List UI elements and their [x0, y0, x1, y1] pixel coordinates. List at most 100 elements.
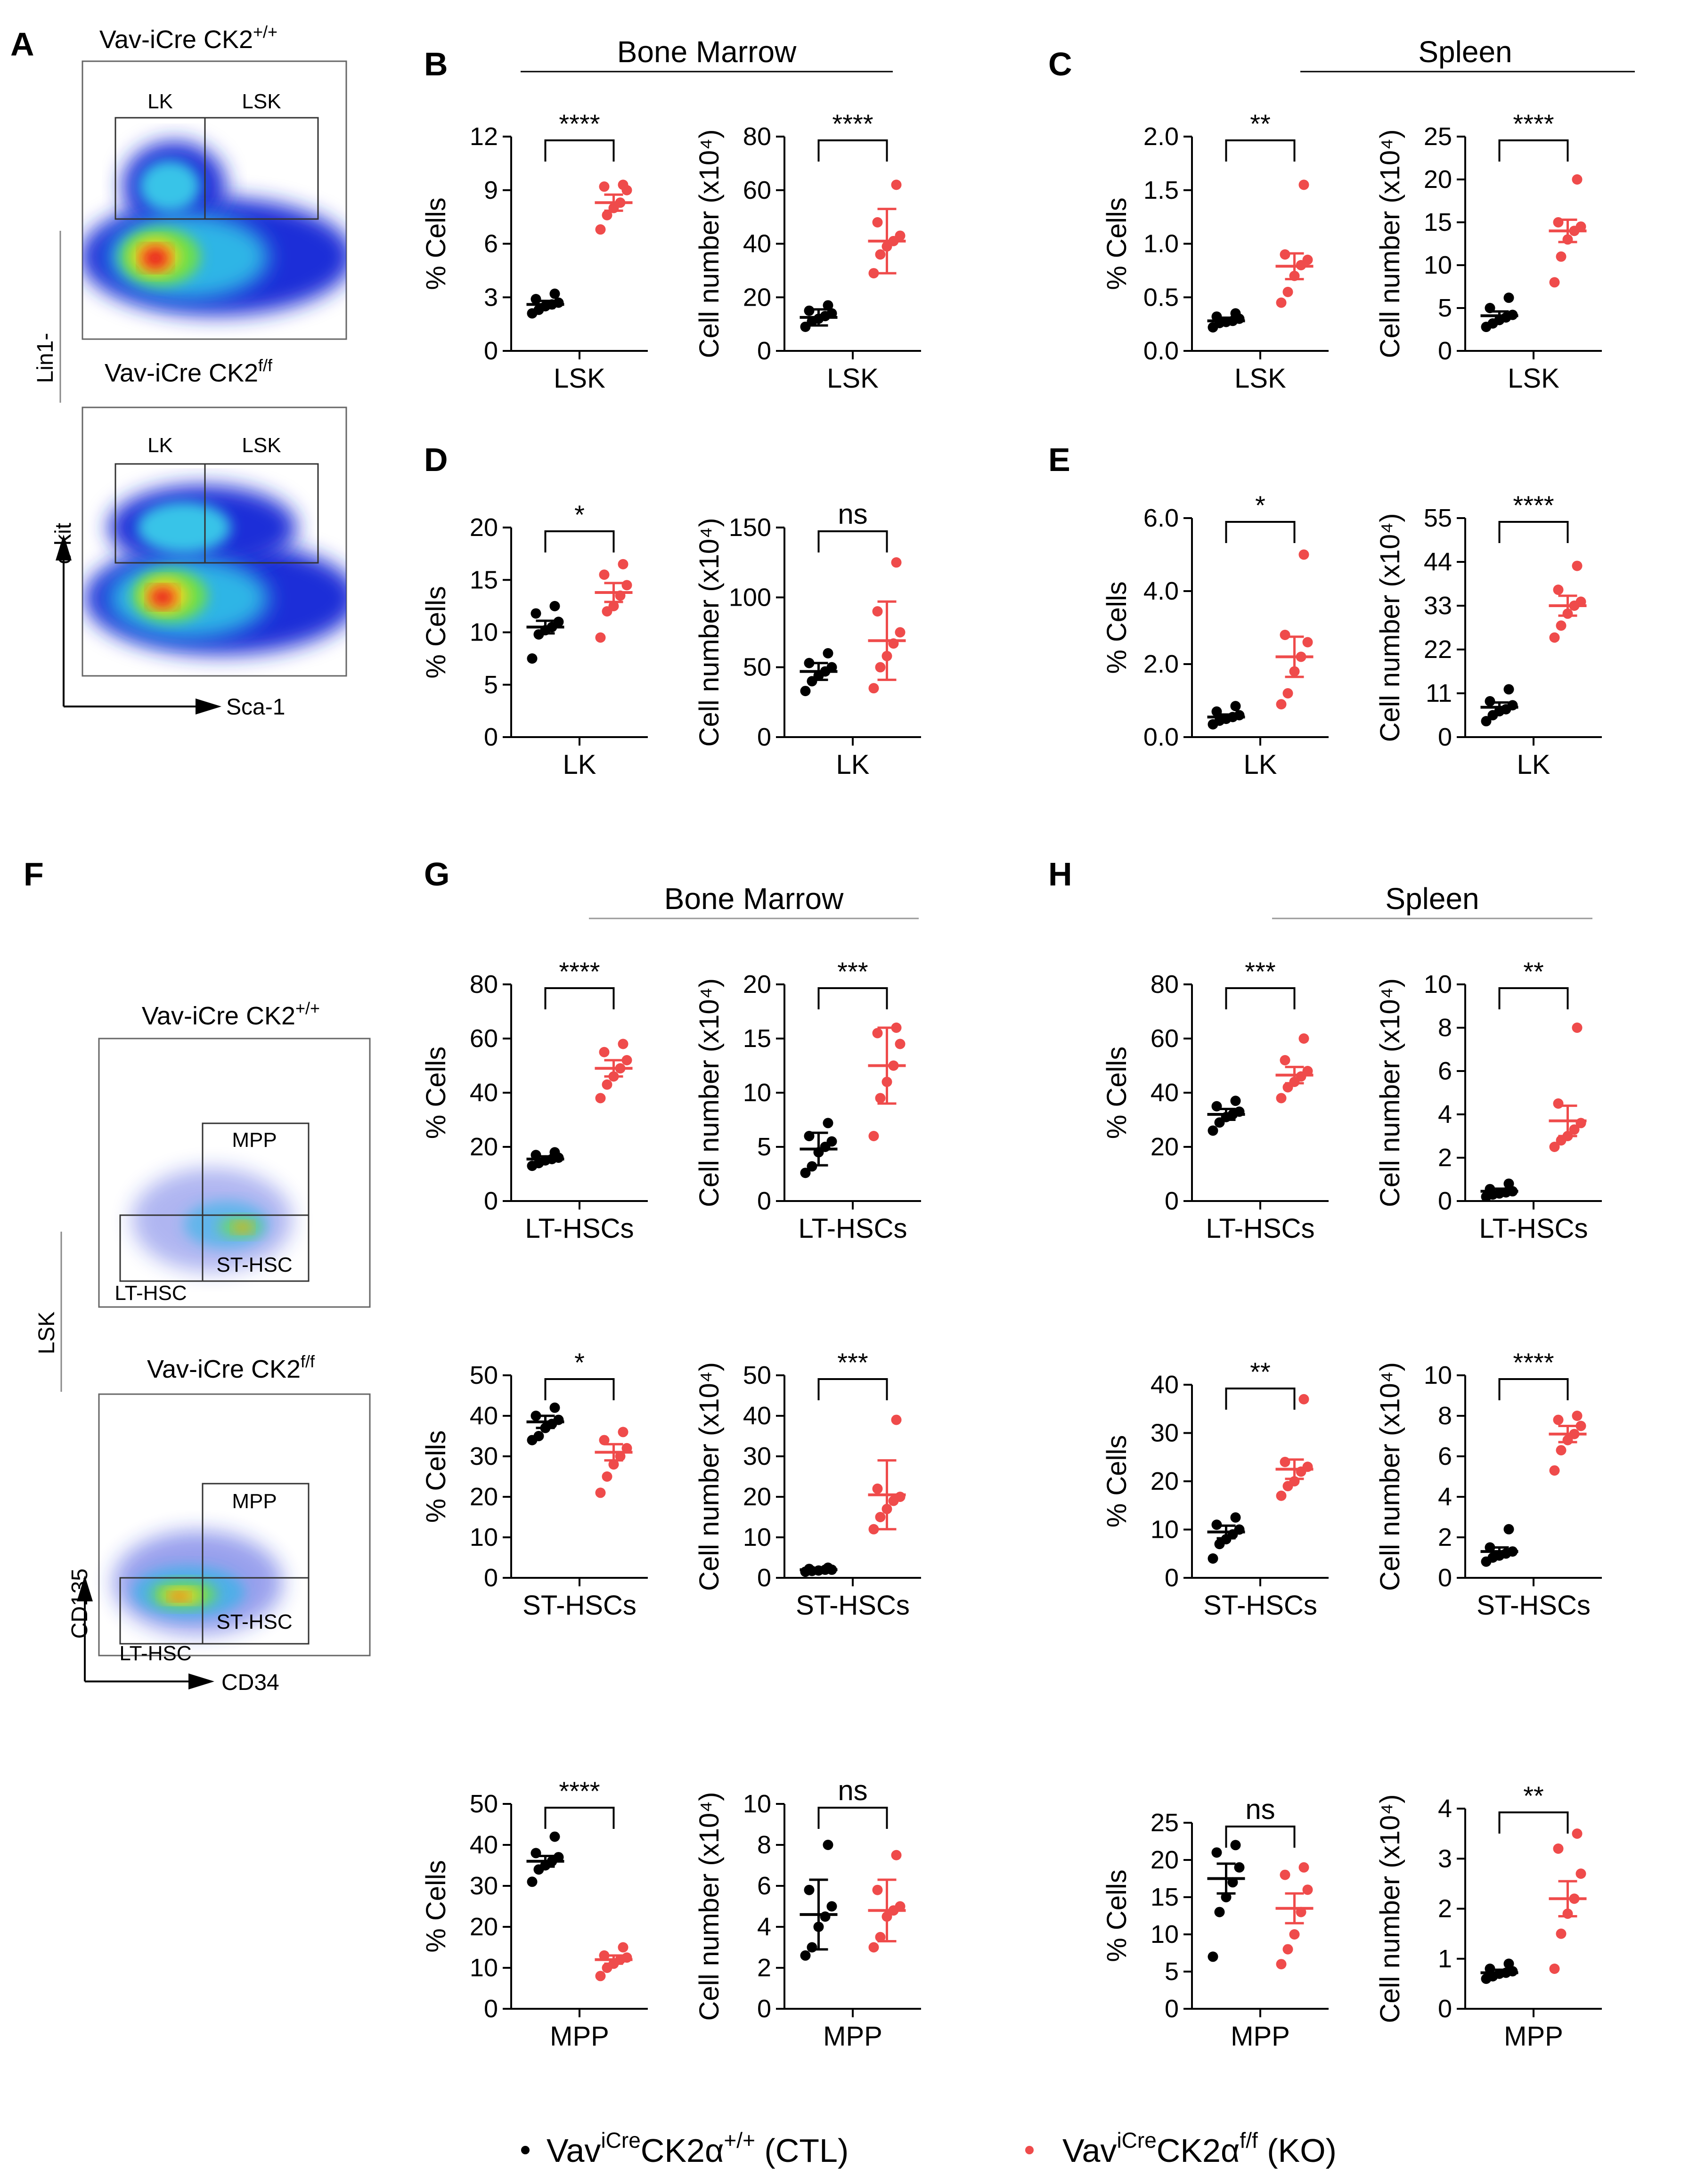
- significance-label: ****: [559, 957, 600, 986]
- y-tick-label: 6: [484, 230, 498, 258]
- y-tick-label: 0.0: [1143, 723, 1179, 751]
- y-tick-label: 10: [1424, 251, 1452, 279]
- chart-g4: 0 10 20 30 40 50 ST-HSCs Cell number (x10⁴) ***: [694, 1348, 921, 1621]
- x-axis-label: MPP: [1504, 2021, 1563, 2052]
- y-tick-label: 3: [1438, 1844, 1452, 1873]
- significance-bracket: [1498, 1811, 1569, 1834]
- data-point-ctl: [1481, 716, 1492, 727]
- significance-bracket: [1498, 521, 1569, 543]
- data-point-ctl: [1230, 1840, 1241, 1851]
- x-axis-label: ST-HSCs: [796, 1590, 910, 1621]
- facs-a-bottom-plot: LK LSK: [82, 406, 347, 677]
- panel-letter-f: F: [24, 856, 44, 893]
- data-point-ko: [595, 1093, 606, 1104]
- y-tick-label: 10: [1424, 1361, 1452, 1389]
- y-axis-label: Cell number (x10⁴): [694, 518, 725, 747]
- panel-letter-a: A: [10, 26, 34, 63]
- data-point-ctl: [549, 1147, 560, 1158]
- data-point-ko: [599, 181, 610, 192]
- y-tick-label: 50: [743, 1361, 771, 1389]
- data-point-ko: [599, 569, 610, 580]
- y-tick-label: 0: [484, 723, 498, 751]
- x-axis-label: LSK: [1234, 363, 1286, 394]
- y-axis-label: % Cells: [421, 1430, 451, 1523]
- data-point-ko: [1302, 1884, 1313, 1895]
- significance-label: **: [1250, 109, 1271, 138]
- data-point-ctl: [1503, 1178, 1514, 1189]
- significance-label: ****: [559, 1776, 600, 1806]
- data-point-ctl: [549, 288, 560, 299]
- legend: VaviCreCK2α+/+ (CTL) VaviCreCK2αf/f (KO): [521, 2128, 1337, 2169]
- data-point-ko: [602, 210, 612, 220]
- data-point-ko: [1575, 1421, 1586, 1431]
- chart-h5: 0 5 10 15 20 25 MPP % Cells ns: [1102, 1794, 1329, 2052]
- facs-f-bottom-gate-lt-hsc: LT-HSC: [119, 1642, 191, 1665]
- y-tick-label: 1.5: [1143, 176, 1179, 204]
- significance-label: *: [574, 1348, 585, 1377]
- x-axis-label: LK: [836, 749, 870, 780]
- panel-letter-e: E: [1048, 441, 1070, 478]
- data-point-ctl: [1234, 1862, 1245, 1873]
- chart-d1: 0 5 10 15 20 LK % Cells *: [421, 500, 648, 780]
- y-tick-label: 25: [1424, 122, 1452, 151]
- y-tick-label: 0.0: [1143, 337, 1179, 365]
- data-point-ctl: [1230, 701, 1241, 712]
- x-axis-label: ST-HSCs: [1203, 1590, 1317, 1621]
- y-axis-label: Cell number (x10⁴): [694, 1792, 725, 2021]
- data-point-ctl: [549, 601, 560, 611]
- data-point-ko: [1289, 1929, 1300, 1940]
- y-axis-label: % Cells: [1102, 197, 1132, 290]
- data-point-ctl: [823, 1118, 833, 1129]
- y-tick-label: 20: [1151, 1846, 1179, 1874]
- facs-f-bottom-gate-mpp: MPP: [232, 1490, 277, 1513]
- section-title-bone-marrow-bottom: Bone Marrow: [664, 882, 844, 916]
- significance-label: **: [1523, 1781, 1544, 1811]
- y-tick-label: 10: [470, 1523, 498, 1551]
- data-point-ctl: [553, 1852, 564, 1863]
- y-tick-label: 20: [1151, 1133, 1179, 1161]
- section-title-spleen-bottom: Spleen: [1385, 882, 1479, 916]
- y-axis-label: Cell number (x10⁴): [1375, 513, 1405, 742]
- y-tick-label: 4: [1438, 1483, 1452, 1511]
- y-tick-label: 20: [470, 513, 498, 542]
- facs-a-side-label: Lin1-: [33, 333, 58, 383]
- data-point-ko: [872, 1884, 883, 1895]
- data-point-ko: [1549, 1142, 1560, 1152]
- y-tick-label: 80: [470, 970, 498, 999]
- y-tick-label: 3: [484, 283, 498, 311]
- facs-f-x-axis-label: CD34: [221, 1670, 279, 1695]
- data-point-ko: [1280, 1457, 1290, 1467]
- y-axis-label: % Cells: [1102, 1869, 1132, 1962]
- y-tick-label: 4: [1438, 1794, 1452, 1823]
- data-point-ko: [1575, 1118, 1586, 1129]
- data-point-ko: [618, 1039, 628, 1049]
- y-tick-label: 4: [1438, 1100, 1452, 1129]
- y-tick-label: 6: [1438, 1057, 1452, 1085]
- data-point-ko: [1556, 251, 1567, 262]
- y-tick-label: 11: [1426, 679, 1452, 707]
- y-tick-label: 1: [1438, 1945, 1452, 1973]
- chart-g3: 0 10 20 30 40 50 ST-HSCs % Cells *: [421, 1348, 648, 1621]
- facs-f-bottom-title: Vav-iCre CK2f/f: [147, 1352, 315, 1383]
- data-point-ko: [895, 627, 906, 638]
- significance-label: ***: [837, 1348, 868, 1377]
- x-axis-label: ST-HSCs: [1477, 1590, 1591, 1621]
- data-point-ctl: [553, 1414, 564, 1425]
- data-point-ko: [1282, 688, 1293, 698]
- chart-h3: 0 10 20 30 40 ST-HSCs % Cells **: [1102, 1357, 1329, 1621]
- data-point-ctl: [807, 1942, 817, 1953]
- y-axis-label: Cell number (x10⁴): [694, 130, 725, 358]
- y-tick-label: 15: [1151, 1883, 1179, 1911]
- significance-label: **: [1250, 1357, 1271, 1387]
- y-tick-label: 0: [1165, 1564, 1179, 1592]
- y-tick-label: 2.0: [1143, 122, 1179, 151]
- y-tick-label: 40: [470, 1079, 498, 1107]
- y-tick-label: 0: [757, 1187, 771, 1215]
- y-tick-label: 30: [743, 1442, 771, 1470]
- significance-label: *: [1255, 490, 1265, 520]
- data-point-ko: [1282, 1944, 1293, 1955]
- y-tick-label: 6: [1438, 1442, 1452, 1470]
- facs-a-top-gate-lsk: LSK: [242, 90, 281, 113]
- y-tick-label: 0: [1165, 1187, 1179, 1215]
- data-point-ko: [621, 1952, 632, 1963]
